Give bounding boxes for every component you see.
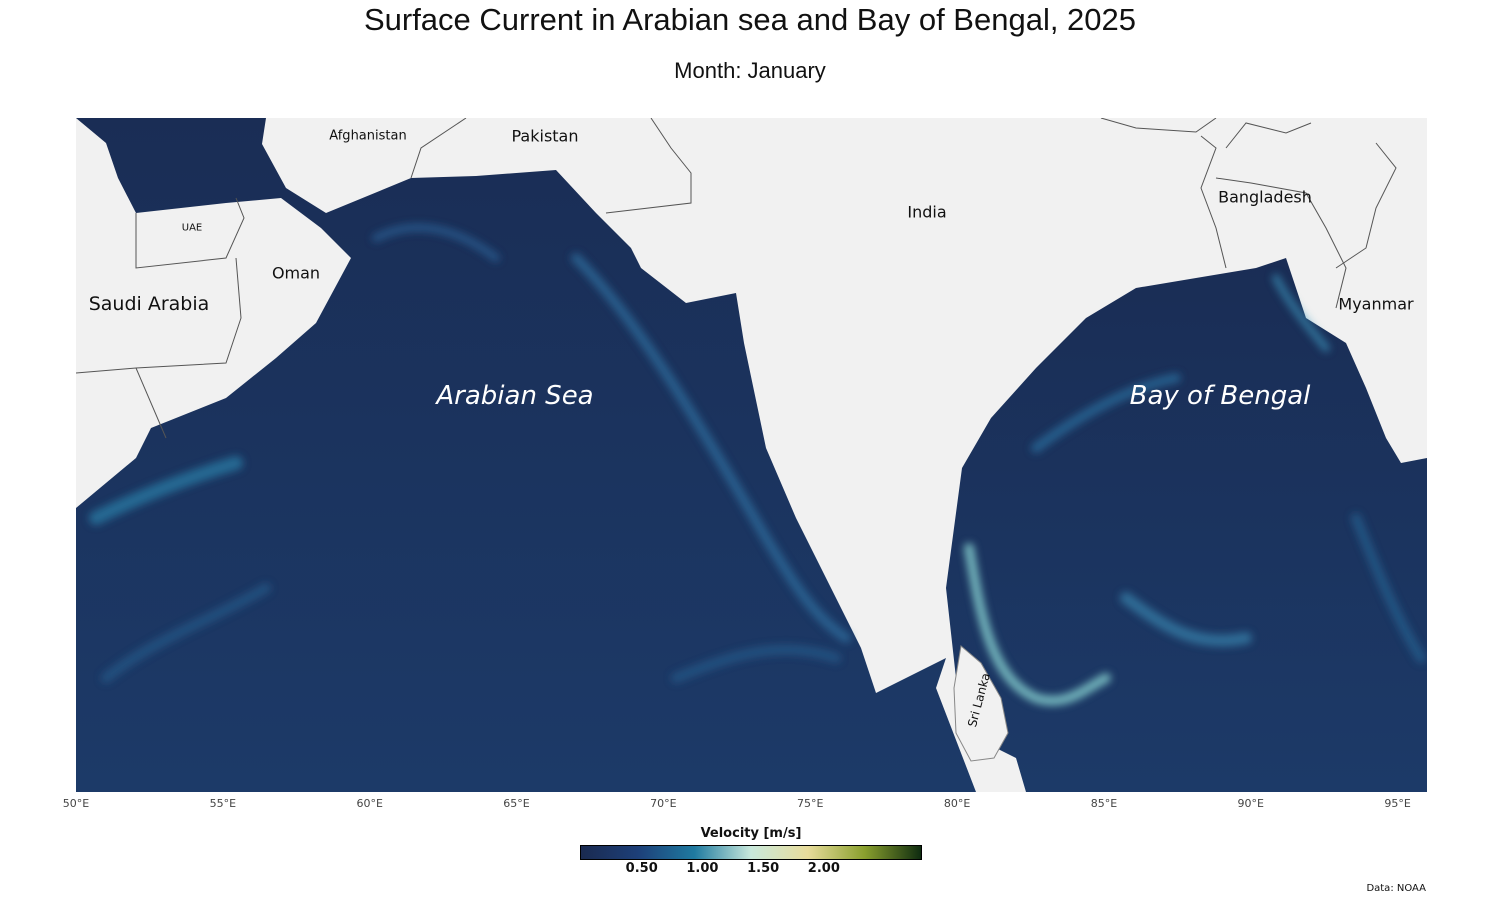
longitude-tick: 50°E xyxy=(62,797,90,810)
longitude-tick: 70°E xyxy=(650,797,677,810)
colorbar-tick: 2.00 xyxy=(807,861,840,876)
bay-of-bengal-water xyxy=(946,258,1427,792)
current-streaks xyxy=(89,223,1426,706)
longitude-tick: 95°E xyxy=(1384,797,1411,810)
legend-title: Velocity [m/s] xyxy=(700,826,802,841)
colorbar-tick: 0.50 xyxy=(625,861,658,876)
label-uae: UAE xyxy=(181,222,203,234)
label-myanmar: Myanmar xyxy=(1338,294,1414,314)
label-oman: Oman xyxy=(271,263,321,283)
longitude-tick: 55°E xyxy=(209,797,237,810)
longitude-tick: 60°E xyxy=(356,797,383,810)
chart-subtitle: Month: January xyxy=(674,58,826,83)
label-saudi-arabia: Saudi Arabia xyxy=(88,293,210,315)
current-map: Afghanistan Pakistan India Bangladesh UA… xyxy=(76,118,1427,792)
longitude-tick: 90°E xyxy=(1237,797,1265,810)
label-arabian-sea: Arabian Sea xyxy=(436,381,594,411)
label-afghanistan: Afghanistan xyxy=(329,128,407,144)
data-credit: Data: NOAA xyxy=(1366,883,1426,894)
colorbar-tick: 1.00 xyxy=(686,861,719,876)
chart-title: Surface Current in Arabian sea and Bay o… xyxy=(363,2,1137,37)
colorbar-tick: 1.50 xyxy=(747,861,780,876)
label-bangladesh: Bangladesh xyxy=(1218,187,1312,207)
label-bay-of-bengal: Bay of Bengal xyxy=(1129,381,1311,411)
sri-lanka-land xyxy=(953,645,1009,762)
country-borders xyxy=(76,118,1397,439)
longitude-tick: 75°E xyxy=(797,797,824,810)
label-india: India xyxy=(907,202,947,222)
longitude-tick: 85°E xyxy=(1090,797,1118,810)
arabian-sea-water xyxy=(76,118,976,792)
velocity-colorbar xyxy=(580,845,922,860)
label-pakistan: Pakistan xyxy=(511,126,579,146)
longitude-tick: 80°E xyxy=(943,797,971,810)
longitude-tick: 65°E xyxy=(503,797,530,810)
map-canvas xyxy=(76,118,1427,792)
